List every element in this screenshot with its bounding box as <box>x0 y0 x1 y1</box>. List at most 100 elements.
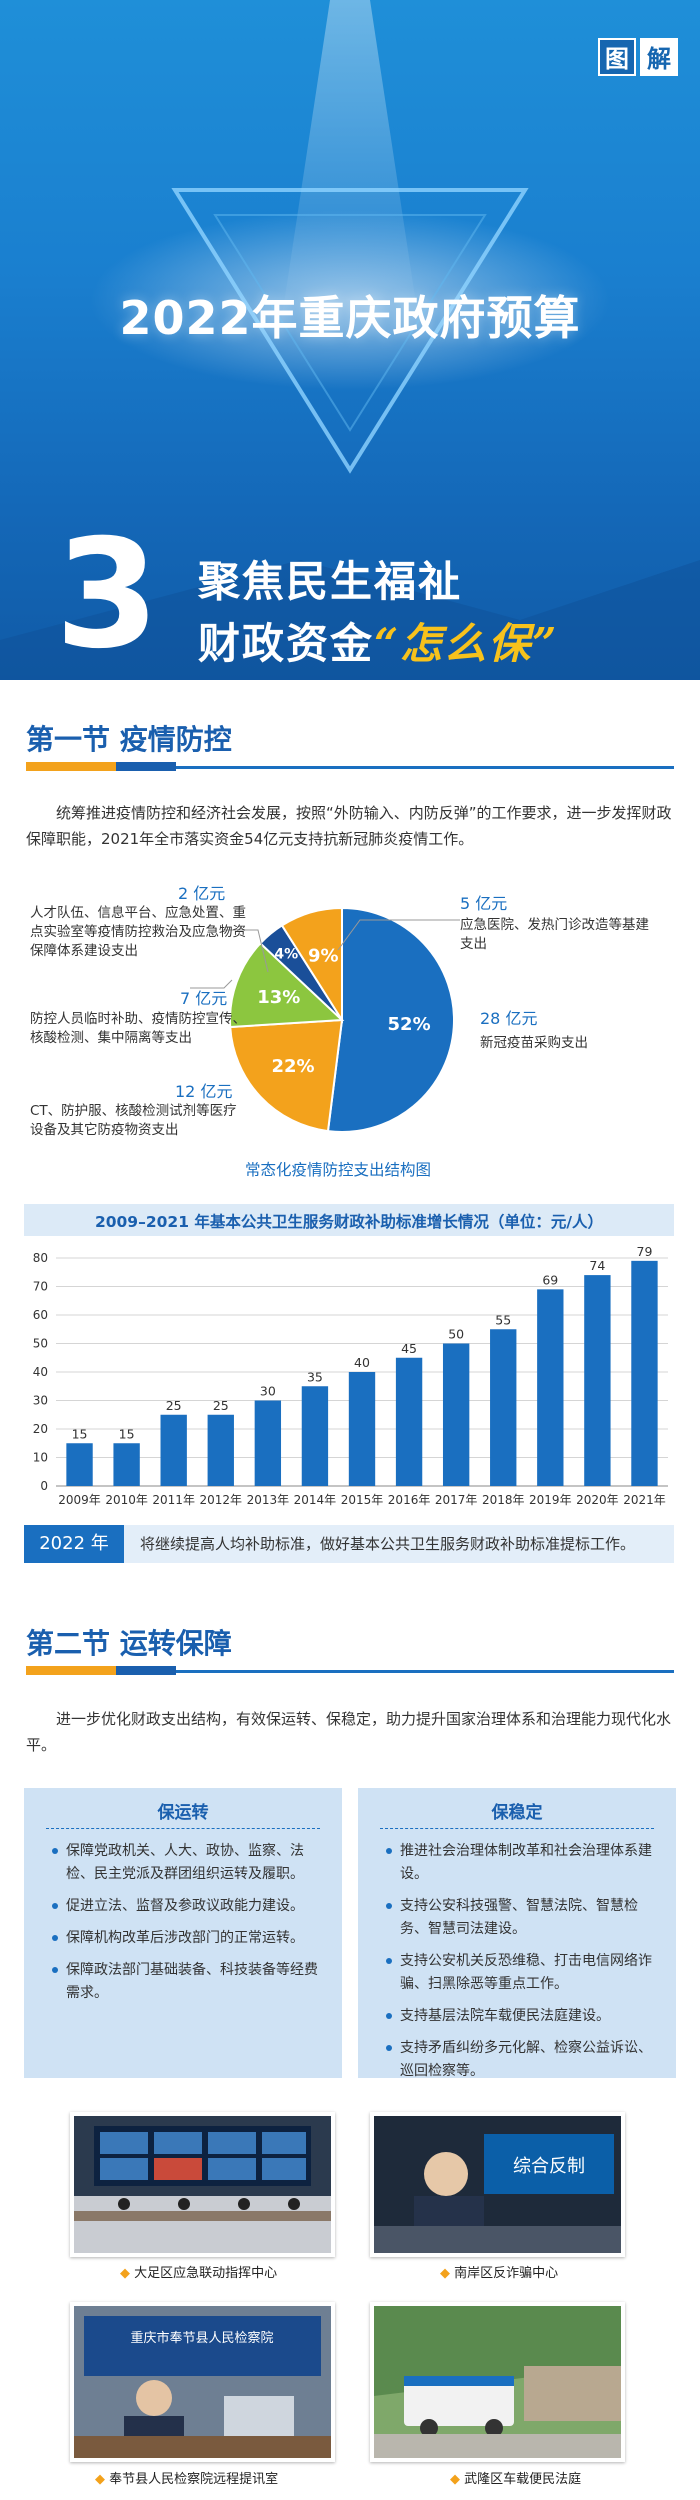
y-tick-label: 80 <box>33 1251 48 1265</box>
pie-label-7: 防控人员临时补助、疫情防控宣传、核酸检测、集中隔离等支出 <box>30 1011 246 1046</box>
chapter-number: 3 <box>55 508 160 680</box>
slogan-line-1: 聚焦民生福祉 <box>198 557 463 606</box>
slogan-prefix: 财政资金 <box>198 619 375 668</box>
pie-amount-12: 12 亿元 <box>175 1082 233 1101</box>
pie-percent-label: 13% <box>257 987 300 1008</box>
box-operation: 保运转 保障党政机关、人大、政协、监察、法检、民主党派及群团组织运转及履职。 促… <box>24 1788 342 2078</box>
pie-slice <box>229 941 345 1029</box>
section-heading-epidemic: 第一节 疫情防控 <box>26 723 232 756</box>
bar-value-label: 69 <box>542 1272 558 1287</box>
bar-value-label: 40 <box>354 1355 370 1370</box>
pie-slice <box>326 906 455 1133</box>
section2-intro: 进一步优化财政支出结构，有效保运转、保稳定，助力提升国家治理体系和治理能力现代化… <box>26 1710 672 1754</box>
list-item: 支持公安科技强警、智慧法院、智慧检务、智慧司法建设。 <box>386 1895 656 1941</box>
bar-value-label: 50 <box>448 1327 464 1342</box>
mobile-court-photo <box>370 2302 625 2462</box>
bar-value-label: 55 <box>495 1312 511 1327</box>
illustration-tag: 图 解 <box>598 38 678 76</box>
tag-char: 解 <box>640 38 678 76</box>
bar <box>395 1357 423 1486</box>
x-tick-label: 2017年 <box>435 1493 478 1507</box>
list-item: 支持矛盾纠纷多元化解、检察公益诉讼、巡回检察等。 <box>386 2037 656 2083</box>
bar-value-label: 79 <box>637 1244 653 1259</box>
y-tick-label: 40 <box>33 1365 48 1379</box>
x-tick-label: 2021年 <box>623 1493 666 1507</box>
pie-amount-5: 5 亿元 <box>460 894 508 913</box>
pie-slice <box>280 906 343 1024</box>
pie-caption: 常态化疫情防控支出结构图 <box>245 1161 432 1179</box>
list-item: 支持基层法院车载便民法庭建设。 <box>386 2005 656 2028</box>
slogan-highlight: “怎么保” <box>374 619 559 668</box>
pie-label-12: CT、防护服、核酸检测试剂等医疗设备及其它防疫物资支出 <box>30 1103 237 1138</box>
bar-value-label: 15 <box>119 1426 135 1441</box>
y-tick-label: 50 <box>33 1337 48 1351</box>
pie-amount-2: 2 亿元 <box>178 884 226 903</box>
pie-percent-label: 4% <box>274 947 298 963</box>
list-item: 保障政法部门基础装备、科技装备等经费需求。 <box>52 1959 322 2005</box>
bar-chart: 0 10 20 30 40 50 60 70 80 15 2009年 15 2010年 25 2011年 25… <box>33 1244 668 1507</box>
bar-value-label: 45 <box>401 1341 417 1356</box>
box-operation-title: 保运转 <box>157 1803 209 1823</box>
y-tick-label: 70 <box>33 1280 48 1294</box>
pie-percent-label: 52% <box>388 1014 431 1035</box>
photo-caption: 大足区应急联动指挥中心 <box>120 2262 277 2281</box>
section1-intro: 统筹推进疫情防控和经济社会发展，按照“外防输入、内防反弹”的工作要求，进一步发挥… <box>26 804 672 848</box>
box-stability-title: 保稳定 <box>491 1803 543 1823</box>
list-item: 推进社会治理体制改革和社会治理体系建设。 <box>386 1840 656 1886</box>
x-tick-label: 2014年 <box>294 1493 337 1507</box>
bar <box>254 1400 282 1486</box>
pie-percent-label: 22% <box>271 1056 314 1077</box>
page-title: 2022年重庆政府预算 <box>119 291 581 345</box>
x-tick-label: 2018年 <box>482 1493 525 1507</box>
section-divider <box>26 762 674 772</box>
anti-fraud-center-photo: 综合反制 <box>370 2112 625 2257</box>
photo-caption: 南岸区反诈骗中心 <box>440 2262 558 2281</box>
header-banner: 图 解 2022年重庆政府预算 3 聚焦民生福祉 财政资金“怎么保” <box>0 0 700 680</box>
pie-label-28: 新冠疫苗采购支出 <box>480 1035 588 1051</box>
bar <box>66 1443 93 1486</box>
pie-slices: 52% 22% 13% 4% 9% <box>229 906 455 1133</box>
list-item: 保障机构改革后涉改部门的正常运转。 <box>52 1927 322 1950</box>
tag-char: 图 <box>598 38 636 76</box>
note-text: 将继续提高人均补助标准，做好基本公共卫生服务财政补助标准提标工作。 <box>140 1535 636 1553</box>
bar <box>160 1414 187 1486</box>
x-tick-label: 2013年 <box>247 1493 290 1507</box>
pie-label-5: 应急医院、发热门诊改造等基建支出 <box>460 917 649 952</box>
pie-amount-7: 7 亿元 <box>180 989 228 1008</box>
x-tick-label: 2011年 <box>152 1493 195 1507</box>
bar-value-label: 35 <box>307 1369 323 1384</box>
box-stability: 保稳定 推进社会治理体制改革和社会治理体系建设。 支持公安科技强警、智慧法院、智… <box>358 1788 676 2079</box>
section-heading-operation: 第二节 运转保障 <box>26 1627 232 1660</box>
pie-chart: 52% 22% 13% 4% 9% <box>190 906 460 1133</box>
bar-value-label: 25 <box>213 1398 229 1413</box>
x-tick-label: 2016年 <box>388 1493 431 1507</box>
note-bar: 2022 年 将继续提高人均补助标准，做好基本公共卫生服务财政补助标准提标工作。 <box>24 1525 674 1563</box>
photo-caption: 武隆区车载便民法庭 <box>450 2468 581 2487</box>
pie-label-2: 人才队伍、信息平台、应急处置、重点实验室等疫情防控救治及应急物资保障体系建设支出 <box>30 905 246 959</box>
bar <box>442 1343 470 1486</box>
photo-caption: 奉节县人民检察院远程提讯室 <box>95 2468 278 2487</box>
bar <box>207 1414 234 1486</box>
photo-sign: 综合反制 <box>513 2156 585 2177</box>
bar <box>537 1289 564 1486</box>
y-tick-label: 10 <box>33 1451 48 1465</box>
x-tick-label: 2015年 <box>341 1493 384 1507</box>
pie-slice <box>229 1018 344 1133</box>
x-tick-label: 2012年 <box>199 1493 242 1507</box>
procuratorate-photo: 重庆市奉节县人民检察院 <box>70 2302 335 2462</box>
y-tick-label: 0 <box>40 1479 48 1493</box>
bar-value-label: 15 <box>72 1426 88 1441</box>
x-tick-label: 2020年 <box>576 1493 619 1507</box>
light-beam-decoration <box>0 0 700 680</box>
bar <box>490 1329 517 1486</box>
bar-value-label: 30 <box>260 1384 276 1399</box>
y-tick-label: 60 <box>33 1308 48 1322</box>
list-item: 保障党政机关、人大、政协、监察、法检、民主党派及群团组织运转及履职。 <box>52 1840 322 1886</box>
pie-percent-label: 9% <box>308 945 339 966</box>
bar <box>113 1443 140 1486</box>
note-year: 2022 年 <box>24 1525 124 1563</box>
y-tick-label: 30 <box>33 1394 48 1408</box>
list-item: 促进立法、监督及参政议政能力建设。 <box>52 1895 322 1918</box>
bar <box>584 1275 611 1486</box>
bar <box>301 1386 329 1486</box>
